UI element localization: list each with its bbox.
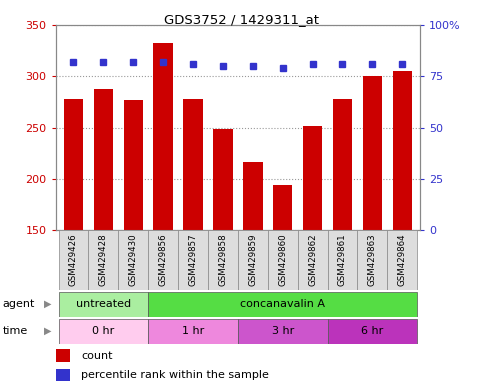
Bar [58,230,88,290]
Text: GSM429864: GSM429864 [398,233,407,286]
Text: ▶: ▶ [43,299,51,309]
Bar [238,230,268,290]
Bar [148,319,238,344]
Text: 6 hr: 6 hr [361,326,384,336]
Text: 3 hr: 3 hr [271,326,294,336]
Bar [148,292,417,317]
Bar [124,100,143,230]
Text: GSM429861: GSM429861 [338,233,347,286]
Text: agent: agent [2,299,35,309]
Bar [178,230,208,290]
Text: time: time [2,326,28,336]
Text: GSM429430: GSM429430 [129,233,138,286]
Text: concanavalin A: concanavalin A [240,299,325,310]
Bar [154,43,173,230]
Text: GSM429426: GSM429426 [69,233,78,286]
Bar [94,89,113,230]
Bar [118,230,148,290]
Bar [333,99,352,230]
Bar [208,230,238,290]
Text: GSM429860: GSM429860 [278,233,287,286]
Text: 0 hr: 0 hr [92,326,114,336]
Text: GSM429856: GSM429856 [158,233,168,286]
Bar [393,71,412,230]
Bar [213,129,233,230]
Text: GSM429863: GSM429863 [368,233,377,286]
Bar [327,230,357,290]
Bar [387,230,417,290]
Text: GDS3752 / 1429311_at: GDS3752 / 1429311_at [164,13,319,26]
Text: GSM429857: GSM429857 [188,233,198,286]
Bar [303,126,322,230]
Bar [184,99,203,230]
Text: 1 hr: 1 hr [182,326,204,336]
Text: count: count [81,351,113,361]
Text: GSM429859: GSM429859 [248,233,257,286]
Bar [238,319,327,344]
Bar [58,319,148,344]
Bar [56,369,70,381]
Bar [273,185,292,230]
Bar [298,230,327,290]
Text: untreated: untreated [76,299,131,310]
Text: ▶: ▶ [43,326,51,336]
Bar [357,230,387,290]
Bar [56,349,70,362]
Bar [148,230,178,290]
Text: GSM429428: GSM429428 [99,233,108,286]
Bar [243,162,263,230]
Bar [363,76,382,230]
Bar [327,319,417,344]
Text: percentile rank within the sample: percentile rank within the sample [81,370,269,380]
Bar [64,99,83,230]
Bar [58,292,148,317]
Text: GSM429858: GSM429858 [218,233,227,286]
Text: GSM429862: GSM429862 [308,233,317,286]
Bar [88,230,118,290]
Bar [268,230,298,290]
